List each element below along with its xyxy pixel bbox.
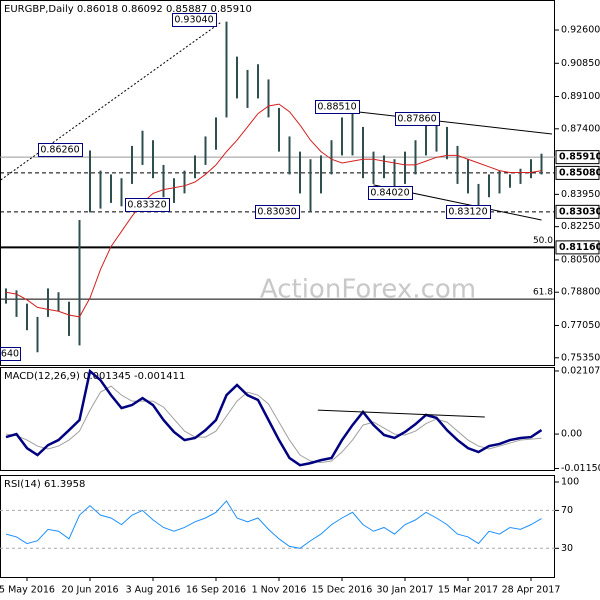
level-label: 0.85910 bbox=[559, 152, 600, 163]
x-tick-label: 1 Nov 2016 bbox=[252, 585, 307, 596]
annotation-box bbox=[315, 100, 360, 114]
macd-line bbox=[5, 368, 543, 467]
x-tick-label: 15 Mar 2017 bbox=[438, 585, 498, 596]
signal-line bbox=[5, 385, 542, 464]
y-tick-label: 0.90850 bbox=[561, 58, 600, 69]
y-tick-label: 0.00 bbox=[561, 429, 582, 440]
level-box bbox=[555, 204, 600, 219]
x-tick-label: 16 Sep 2016 bbox=[186, 585, 246, 596]
annotation-box bbox=[446, 205, 491, 219]
panel-title: RSI(14) 61.3958 bbox=[4, 479, 85, 490]
annotation: 0.83320 bbox=[127, 200, 166, 211]
y-tick-label: 100 bbox=[561, 477, 579, 488]
level-label: 0.81160 bbox=[559, 242, 600, 253]
annotation: 0.83030 bbox=[257, 207, 296, 218]
y-tick-label: 0.92600 bbox=[561, 25, 600, 36]
annotation: 640 bbox=[1, 349, 19, 360]
y-tick-label: 0.82250 bbox=[561, 221, 600, 232]
annotation: 0.84020 bbox=[370, 188, 409, 199]
annotation: 0.87860 bbox=[397, 114, 436, 125]
y-tick-label: 0.89100 bbox=[561, 91, 600, 102]
level-box bbox=[555, 150, 600, 165]
y-tick-label: 30 bbox=[561, 543, 573, 554]
rsi-line bbox=[5, 500, 542, 549]
annotation: 0.93040 bbox=[174, 15, 213, 26]
x-tick-label: 30 Jan 2017 bbox=[377, 585, 434, 596]
y-tick-label: 0.83950 bbox=[561, 189, 600, 200]
y-tick-label: 0.80500 bbox=[561, 254, 600, 265]
panel-title: EURGBP,Daily 0.86018 0.86092 0.85887 0.8… bbox=[4, 4, 252, 15]
fib-label: 61.8 bbox=[533, 288, 553, 298]
level-label: 0.83030 bbox=[559, 206, 600, 217]
y-tick-label: 0.021074 bbox=[561, 365, 600, 376]
x-tick-label: 20 Jun 2016 bbox=[61, 585, 118, 596]
y-tick-label: 0.87400 bbox=[561, 123, 600, 134]
panel-frame bbox=[0, 367, 555, 471]
trendline bbox=[0, 21, 222, 181]
watermark: ActionForex.com bbox=[260, 275, 476, 305]
annotation-box bbox=[0, 347, 21, 361]
y-tick-label: -0.011507 bbox=[561, 463, 600, 474]
x-tick-label: 5 May 2016 bbox=[0, 585, 55, 596]
annotation-box bbox=[38, 143, 83, 157]
annotation-box bbox=[368, 186, 413, 200]
fib-label: 50.0 bbox=[533, 236, 553, 246]
moving-average bbox=[5, 103, 542, 318]
y-tick-label: 0.78800 bbox=[561, 287, 600, 298]
level-box bbox=[555, 165, 600, 180]
annotation-box bbox=[125, 198, 170, 212]
annotation: 0.86260 bbox=[40, 145, 79, 156]
x-tick-label: 3 Aug 2016 bbox=[126, 585, 181, 596]
level-box bbox=[555, 240, 600, 255]
annotation: 0.83120 bbox=[448, 207, 487, 218]
x-tick-label: 15 Dec 2016 bbox=[312, 585, 373, 596]
annotation: 0.88510 bbox=[317, 102, 356, 113]
annotation-box bbox=[255, 205, 300, 219]
panel-frame bbox=[0, 475, 555, 578]
annotation-box bbox=[395, 112, 440, 126]
y-tick-label: 70 bbox=[561, 505, 573, 516]
panel-frame bbox=[0, 0, 555, 366]
trendline bbox=[317, 409, 485, 418]
y-tick-label: 0.75350 bbox=[561, 352, 600, 363]
level-label: 0.85080 bbox=[559, 167, 600, 178]
annotation-box bbox=[172, 13, 217, 27]
y-tick-label: 0.77050 bbox=[561, 320, 600, 331]
x-tick-label: 28 Apr 2017 bbox=[502, 585, 561, 596]
